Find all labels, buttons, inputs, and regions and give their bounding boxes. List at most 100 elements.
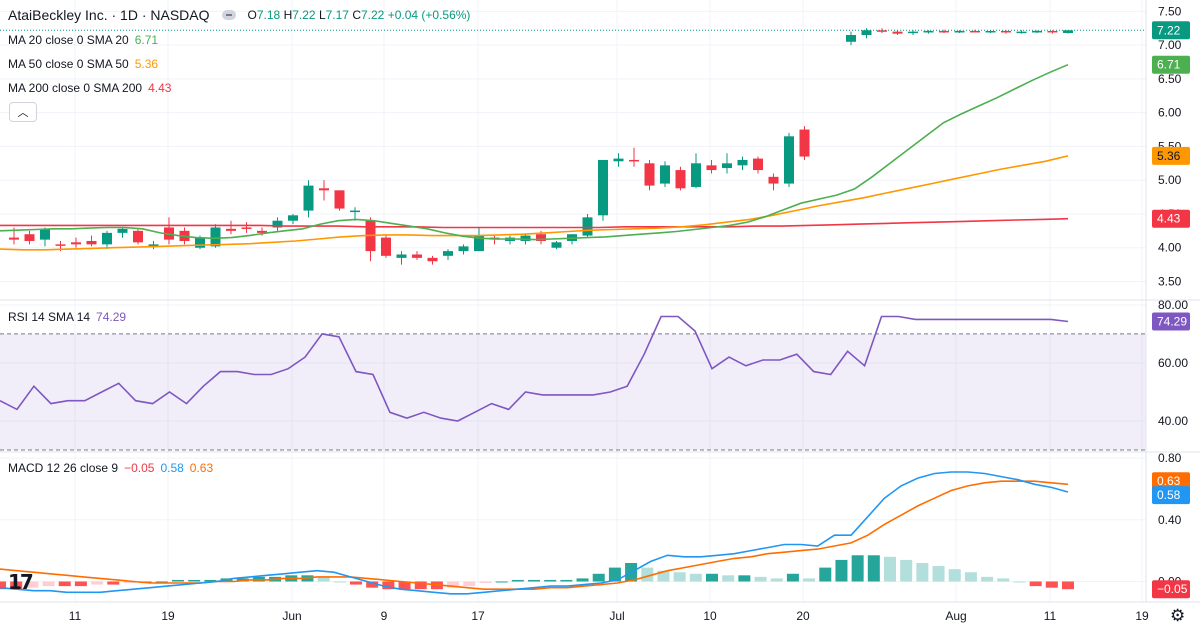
rsi-tick-label: 80.00 — [1158, 298, 1188, 312]
ma20-value: 6.71 — [134, 33, 159, 47]
close-price-badge: 7.22 — [1157, 23, 1181, 37]
macd-histogram-bar — [1062, 581, 1074, 590]
price-tick-label: 3.50 — [1158, 274, 1182, 288]
ma20-legend[interactable]: MA 20 close 0 SMA 20 6.71 — [8, 33, 158, 47]
rsi-tick-label: 60.00 — [1158, 356, 1188, 370]
macd-legend[interactable]: MACD 12 26 close 9 −0.05 0.58 0.63 — [8, 461, 213, 475]
macd-histogram-bar — [770, 578, 783, 582]
rsi-legend[interactable]: RSI 14 SMA 14 74.29 — [8, 310, 126, 324]
candle-body — [458, 246, 469, 252]
time-tick-label: 19 — [161, 609, 175, 623]
rsi-band-fill — [0, 333, 1146, 450]
ohlc-values: O7.18 H7.22 L7.17 C7.22 +0.04 (+0.56%) — [247, 8, 471, 22]
candle-body — [396, 254, 407, 258]
pane-separators[interactable] — [0, 0, 1200, 603]
macd-badge-bg — [1152, 486, 1190, 505]
candle-body — [675, 170, 686, 189]
macd-plot[interactable] — [0, 471, 1074, 595]
candle-body — [319, 188, 329, 191]
candle-body — [908, 31, 918, 34]
candle-body — [877, 30, 887, 32]
macd-histogram-bar — [26, 581, 39, 588]
ma200-label: MA 200 close 0 SMA 200 — [8, 81, 143, 95]
rsi-plot[interactable] — [0, 315, 1069, 422]
candle-body — [737, 159, 748, 166]
macd-histogram-bar — [123, 581, 136, 584]
macd-histogram-bar — [803, 578, 816, 582]
macd-histogram-bar — [463, 581, 476, 587]
candle-body — [195, 237, 205, 248]
macd-line — [0, 471, 1069, 595]
macd-histogram-bar — [172, 579, 184, 582]
candle-body — [117, 228, 128, 233]
macd-histogram-bar — [851, 555, 864, 582]
ma200-value: 4.43 — [148, 81, 172, 95]
candle-body — [272, 220, 283, 228]
time-tick-label: 9 — [381, 609, 388, 623]
change-value: +0.04 (+0.56%) — [387, 8, 471, 22]
macd-hist-value: −0.05 — [124, 461, 155, 475]
candle-body — [706, 165, 717, 171]
ma200-badge: 4.43 — [1157, 212, 1181, 226]
time-tick-label: 10 — [703, 609, 717, 623]
ma50-badge: 5.36 — [1157, 149, 1181, 163]
gear-icon[interactable]: ⚙ — [1170, 606, 1186, 625]
candle-body — [970, 30, 980, 33]
ma50-legend[interactable]: MA 50 close 0 SMA 50 5.36 — [8, 57, 158, 71]
rsi-label: RSI 14 SMA 14 — [8, 310, 91, 324]
candle-body — [241, 227, 252, 229]
candle-body — [210, 227, 221, 247]
macd-histogram-bar — [414, 581, 427, 590]
ma20-line — [0, 63, 1069, 241]
macd-histogram-bar — [673, 572, 686, 582]
collapse-legend-button[interactable]: ︿ — [9, 102, 37, 122]
macd-histogram-bar — [495, 581, 508, 583]
candle-body — [350, 210, 360, 213]
price-tick-label: 7.00 — [1158, 38, 1182, 52]
candle-body — [474, 235, 484, 252]
symbol-legend[interactable]: AtaiBeckley Inc. · 1D · NASDAQ O7.18 H7.… — [8, 7, 470, 23]
macd-histogram-bar — [884, 556, 896, 582]
candle-body — [691, 163, 701, 187]
time-axis[interactable]: 11 19 Jun 9 17 Jul 10 20 Aug 11 19 — [69, 609, 1149, 623]
ma200-legend[interactable]: MA 200 close 0 SMA 200 4.43 — [8, 81, 171, 95]
macd-histogram-bar — [1029, 581, 1042, 587]
macd-histogram-bar — [398, 581, 411, 590]
candle-body — [40, 228, 50, 240]
macd-histogram-bar — [58, 581, 71, 587]
macd-histogram-bar — [447, 581, 460, 588]
price-plot[interactable] — [0, 28, 1146, 265]
candle-body — [102, 232, 112, 245]
macd-histogram-bar — [317, 576, 330, 582]
candle-body — [24, 234, 35, 241]
tradingview-logo[interactable]: 17 — [8, 570, 34, 594]
macd-histogram-bar — [1013, 581, 1026, 583]
macd-histogram-bar — [528, 579, 540, 582]
candle-body — [923, 30, 934, 33]
candle-body — [1016, 31, 1027, 34]
high-value: 7.22 — [292, 8, 316, 22]
candle-body — [133, 230, 143, 243]
macd-histogram-bar — [657, 570, 670, 582]
close-price-badge-bg — [1152, 21, 1190, 40]
market-status-icon[interactable] — [221, 10, 236, 20]
macd-histogram-bar — [754, 576, 767, 582]
macd-histogram-bar — [948, 569, 961, 582]
candle-body — [784, 136, 794, 184]
rsi-value: 74.29 — [96, 310, 127, 324]
macd-histogram-bar — [900, 559, 913, 582]
time-tick-label: Jul — [609, 609, 624, 623]
macd-histogram-bar — [42, 581, 55, 587]
candle-body — [412, 254, 422, 258]
macd-signal-line — [0, 480, 1069, 590]
symbol-title[interactable]: AtaiBeckley Inc. · 1D · NASDAQ — [8, 7, 210, 23]
candle-body — [598, 159, 608, 216]
macd-histogram-bar — [786, 573, 799, 582]
macd-histogram-bar — [981, 576, 994, 582]
ma50-line — [0, 155, 1069, 251]
rsi-line — [0, 315, 1069, 422]
candle-body — [536, 234, 546, 241]
macd-value: 0.58 — [160, 461, 184, 475]
price-tick-label: 6.50 — [1158, 72, 1182, 86]
